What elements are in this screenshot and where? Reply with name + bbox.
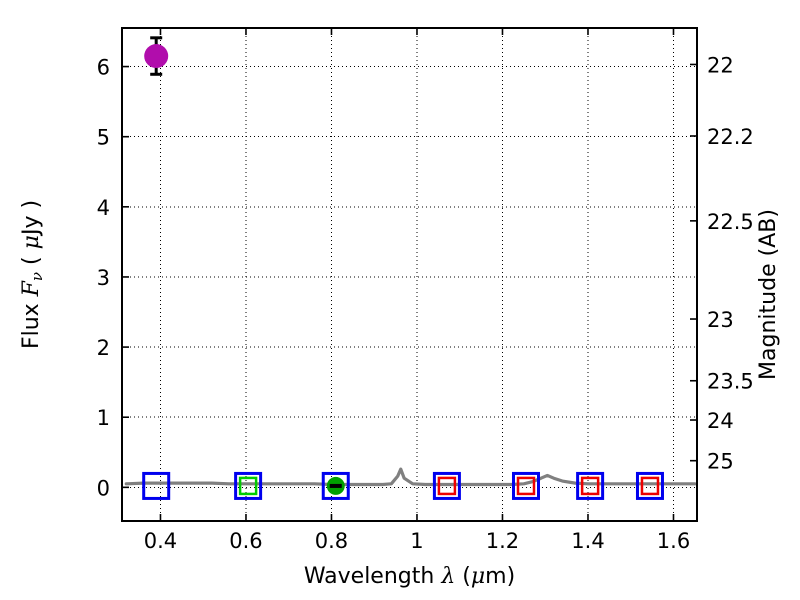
- marker-model-blue-6: [635, 471, 664, 500]
- ytick-label-4: 4: [97, 196, 110, 220]
- xaxis-label-text: Wavelength λ (μm): [304, 564, 515, 589]
- xtick-label-5: 1.4: [571, 529, 604, 553]
- marker-model-blue-3: [432, 471, 461, 500]
- marker-model-green: [238, 476, 258, 496]
- ytick-label-0: 0: [97, 476, 110, 500]
- y2tick-label-4: 23.5: [707, 370, 754, 394]
- marker-model-red-2: [580, 476, 600, 496]
- y2tick-label-2: 22.5: [707, 210, 754, 234]
- ytick-label-1: 1: [97, 406, 110, 430]
- xtick-label-2: 0.8: [315, 529, 348, 553]
- marker-model-red-3: [640, 476, 660, 496]
- ytick-label-6: 6: [97, 56, 110, 80]
- marker-model-blue-2: [321, 471, 350, 500]
- ytick-label-2: 2: [97, 336, 110, 360]
- marker-observed-green: [326, 476, 345, 495]
- y2tick-label-1: 22.2: [707, 125, 754, 149]
- marker-model-red-1: [516, 476, 536, 496]
- marker-observed-magenta-0: [144, 44, 169, 69]
- marker-observed-magenta: [144, 36, 169, 76]
- marker-model-green-0: [238, 476, 258, 496]
- xtick-label-4: 1.2: [486, 529, 519, 553]
- xtick-label-3: 1: [410, 529, 423, 553]
- marker-model-blue-1: [234, 471, 263, 500]
- marker-model-blue-0: [142, 471, 171, 500]
- marker-model-red: [437, 476, 660, 496]
- xtick-label-6: 1.6: [657, 529, 690, 553]
- xtick-label-1: 0.6: [229, 529, 262, 553]
- marker-model-blue: [142, 471, 664, 500]
- y2axis-label-text: Magnitude (AB): [756, 209, 781, 380]
- xtick-label-0: 0.4: [144, 529, 177, 553]
- yaxis-label: Flux Fν ( μJy ): [19, 200, 46, 349]
- y2tick-label-6: 25: [707, 450, 734, 474]
- plot-frame: [121, 27, 698, 522]
- ytick-label-5: 5: [97, 126, 110, 150]
- xaxis-label: Wavelength λ (μm): [304, 564, 515, 589]
- marker-model-red-0: [437, 476, 457, 496]
- y2tick-label-5: 24: [707, 409, 734, 433]
- y2tick-label-3: 23: [707, 308, 734, 332]
- marker-model-blue-4: [511, 471, 540, 500]
- marker-model-blue-5: [576, 471, 605, 500]
- yaxis-label-text: Flux Fν ( μJy ): [19, 200, 46, 349]
- plot-background: [122, 28, 697, 521]
- ytick-label-3: 3: [97, 266, 110, 290]
- y2axis-label: Magnitude (AB): [756, 209, 781, 380]
- y2tick-label-0: 22: [707, 53, 734, 77]
